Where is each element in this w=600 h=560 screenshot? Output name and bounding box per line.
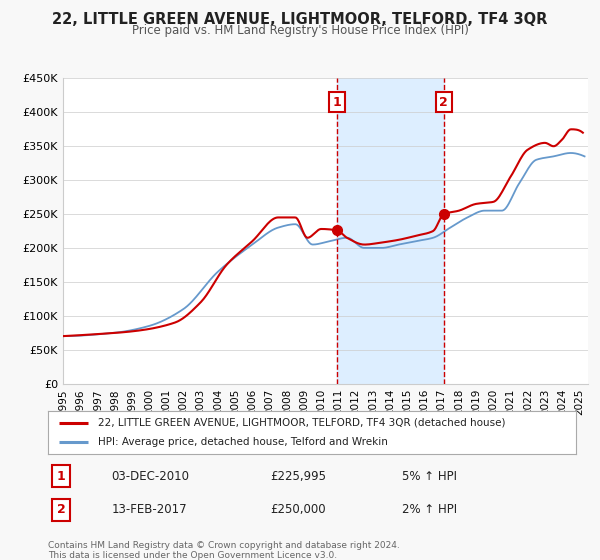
Text: £250,000: £250,000 (270, 503, 325, 516)
Text: Price paid vs. HM Land Registry's House Price Index (HPI): Price paid vs. HM Land Registry's House … (131, 24, 469, 37)
Text: This data is licensed under the Open Government Licence v3.0.: This data is licensed under the Open Gov… (48, 551, 337, 560)
Bar (337, 78, 444, 384)
Text: £225,995: £225,995 (270, 470, 326, 483)
Text: HPI: Average price, detached house, Telford and Wrekin: HPI: Average price, detached house, Telf… (98, 437, 388, 447)
Text: 5% ↑ HPI: 5% ↑ HPI (402, 470, 457, 483)
Text: Contains HM Land Registry data © Crown copyright and database right 2024.: Contains HM Land Registry data © Crown c… (48, 541, 400, 550)
Text: 22, LITTLE GREEN AVENUE, LIGHTMOOR, TELFORD, TF4 3QR (detached house): 22, LITTLE GREEN AVENUE, LIGHTMOOR, TELF… (98, 418, 506, 427)
Text: 2: 2 (57, 503, 65, 516)
Text: 1: 1 (57, 470, 65, 483)
Text: 1: 1 (332, 96, 341, 109)
Text: 2: 2 (439, 96, 448, 109)
Text: 22, LITTLE GREEN AVENUE, LIGHTMOOR, TELFORD, TF4 3QR: 22, LITTLE GREEN AVENUE, LIGHTMOOR, TELF… (52, 12, 548, 27)
Text: 13-FEB-2017: 13-FEB-2017 (112, 503, 187, 516)
Text: 2% ↑ HPI: 2% ↑ HPI (402, 503, 457, 516)
Text: 03-DEC-2010: 03-DEC-2010 (112, 470, 190, 483)
